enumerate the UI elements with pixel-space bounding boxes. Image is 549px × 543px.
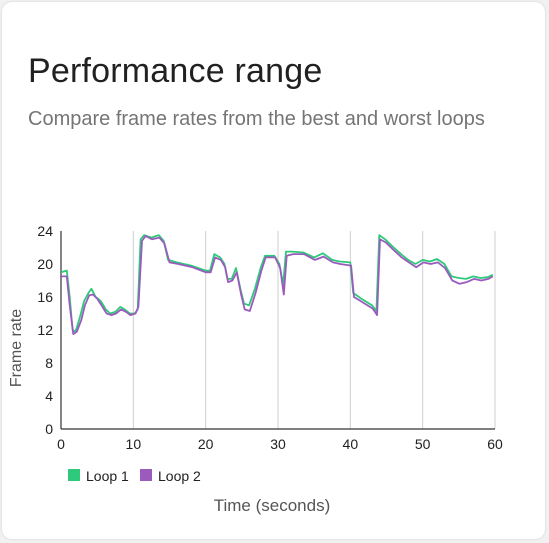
- x-tick-label: 60: [487, 436, 503, 452]
- legend-swatch: [68, 469, 80, 481]
- x-tick-label: 30: [270, 436, 286, 452]
- y-tick-label: 0: [45, 421, 53, 437]
- x-tick-label: 50: [415, 436, 431, 452]
- legend-label: Loop 1: [86, 468, 129, 484]
- card-subtitle: Compare frame rates from the best and wo…: [28, 108, 485, 130]
- y-tick-label: 20: [37, 256, 53, 272]
- y-tick-label: 12: [37, 322, 53, 338]
- legend-swatch: [140, 469, 152, 481]
- x-axis-label: Time (seconds): [214, 496, 331, 515]
- x-tick-label: 20: [198, 436, 214, 452]
- series-line-loop-1: [60, 234, 494, 333]
- legend-label: Loop 2: [158, 468, 201, 484]
- x-tick-label: 10: [126, 436, 142, 452]
- y-tick-label: 4: [45, 388, 53, 404]
- x-tick-label: 0: [57, 436, 65, 452]
- performance-card: Performance range Compare frame rates fr…: [2, 2, 545, 539]
- x-tick-label: 40: [343, 436, 359, 452]
- card-title: Performance range: [28, 52, 323, 90]
- series-line-loop-2: [61, 235, 494, 335]
- y-axis-label: Frame rate: [8, 309, 25, 387]
- y-tick-label: 8: [45, 355, 53, 371]
- y-tick-label: 16: [37, 289, 53, 305]
- y-tick-label: 24: [37, 223, 53, 239]
